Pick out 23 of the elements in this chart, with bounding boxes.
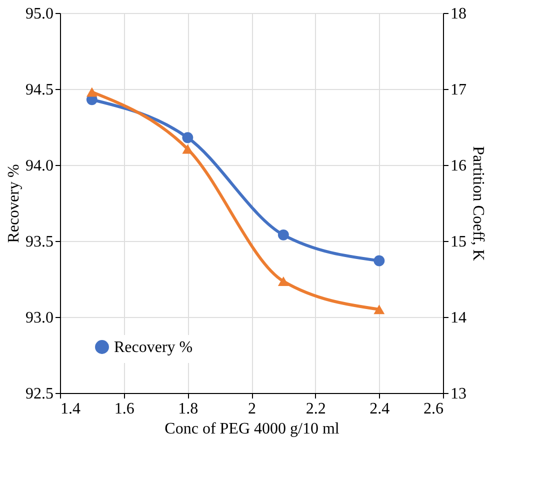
y-tick-label: 92.5 <box>26 386 54 402</box>
x-tick-label: 2.2 <box>306 400 326 418</box>
x-axis-title: Conc of PEG 4000 g/10 ml <box>164 420 340 438</box>
y-axis-title: Recovery % <box>6 164 22 243</box>
y2-tick-label: 17 <box>450 82 466 98</box>
y-tick-label: 94.0 <box>26 158 54 174</box>
x-tick-label: 1.8 <box>178 400 198 418</box>
y2-axis-title: Partition Coeff, K <box>470 146 486 262</box>
x-tick-label: 2 <box>248 400 256 418</box>
y-tick-label: 95.0 <box>26 6 54 22</box>
y2-tick-label: 15 <box>450 234 466 250</box>
y-tick-label: 93.0 <box>26 310 54 326</box>
x-tick-label: 1.4 <box>60 400 80 418</box>
x-tick-label: 1.6 <box>114 400 134 418</box>
y2-tick-label: 13 <box>450 386 466 402</box>
y-tick-label: 94.5 <box>26 82 54 98</box>
y-tick-label: 93.5 <box>26 234 54 250</box>
x-tick-label: 2.6 <box>424 400 444 418</box>
y2-tick-label: 16 <box>450 158 466 174</box>
x-tick-label: 2.4 <box>370 400 390 418</box>
legend-label: Recovery % <box>114 339 193 356</box>
y2-tick-label: 14 <box>450 310 466 326</box>
y2-tick-label: 18 <box>450 6 466 22</box>
